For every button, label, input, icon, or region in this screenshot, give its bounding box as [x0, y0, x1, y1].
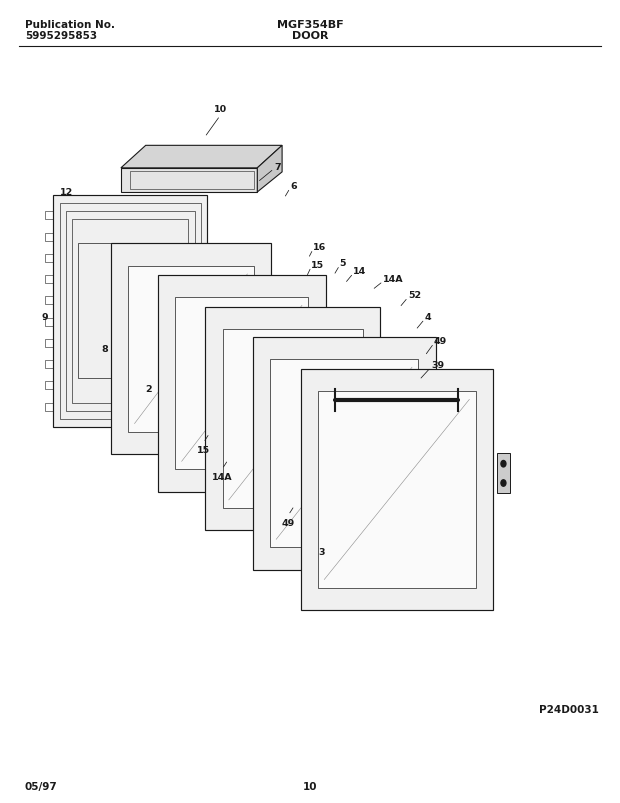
Polygon shape — [301, 369, 493, 610]
Polygon shape — [128, 267, 254, 432]
Text: eReplacementParts.com: eReplacementParts.com — [238, 393, 382, 406]
Polygon shape — [253, 337, 435, 570]
Text: 05/97: 05/97 — [25, 781, 58, 790]
Text: 2: 2 — [145, 385, 152, 394]
Text: 49: 49 — [281, 518, 295, 527]
Text: 14A: 14A — [211, 472, 232, 481]
Text: 12: 12 — [60, 188, 73, 198]
Text: 9: 9 — [42, 312, 48, 322]
Circle shape — [501, 480, 506, 487]
Text: 10: 10 — [213, 105, 227, 114]
Polygon shape — [111, 244, 271, 454]
Text: Publication No.: Publication No. — [25, 20, 115, 30]
Text: 15: 15 — [197, 446, 210, 454]
Polygon shape — [223, 330, 363, 508]
Text: 39: 39 — [431, 361, 444, 370]
Polygon shape — [257, 146, 282, 193]
Polygon shape — [318, 392, 476, 588]
Text: 5995295853: 5995295853 — [25, 31, 97, 40]
Text: DOOR: DOOR — [292, 31, 328, 41]
Text: 49: 49 — [434, 336, 447, 346]
Text: 52: 52 — [408, 291, 421, 300]
Text: 7: 7 — [274, 162, 281, 172]
Text: 4: 4 — [425, 312, 432, 322]
Text: 14: 14 — [353, 267, 366, 276]
Text: 5: 5 — [340, 259, 346, 268]
Polygon shape — [158, 275, 326, 492]
Polygon shape — [270, 360, 418, 548]
Polygon shape — [53, 196, 207, 427]
Polygon shape — [205, 308, 380, 531]
Text: 3: 3 — [318, 548, 324, 556]
Text: 10: 10 — [303, 781, 317, 790]
Polygon shape — [121, 146, 282, 169]
Text: 6: 6 — [290, 181, 297, 191]
Text: P24D0031: P24D0031 — [539, 704, 600, 714]
Text: MGF354BF: MGF354BF — [277, 20, 343, 30]
Polygon shape — [175, 298, 308, 470]
Polygon shape — [121, 169, 257, 193]
Text: 14A: 14A — [383, 275, 404, 284]
Text: 16: 16 — [313, 243, 326, 252]
Circle shape — [501, 461, 506, 467]
Text: 8: 8 — [102, 344, 108, 354]
Polygon shape — [497, 454, 510, 494]
Text: 15: 15 — [311, 260, 324, 270]
